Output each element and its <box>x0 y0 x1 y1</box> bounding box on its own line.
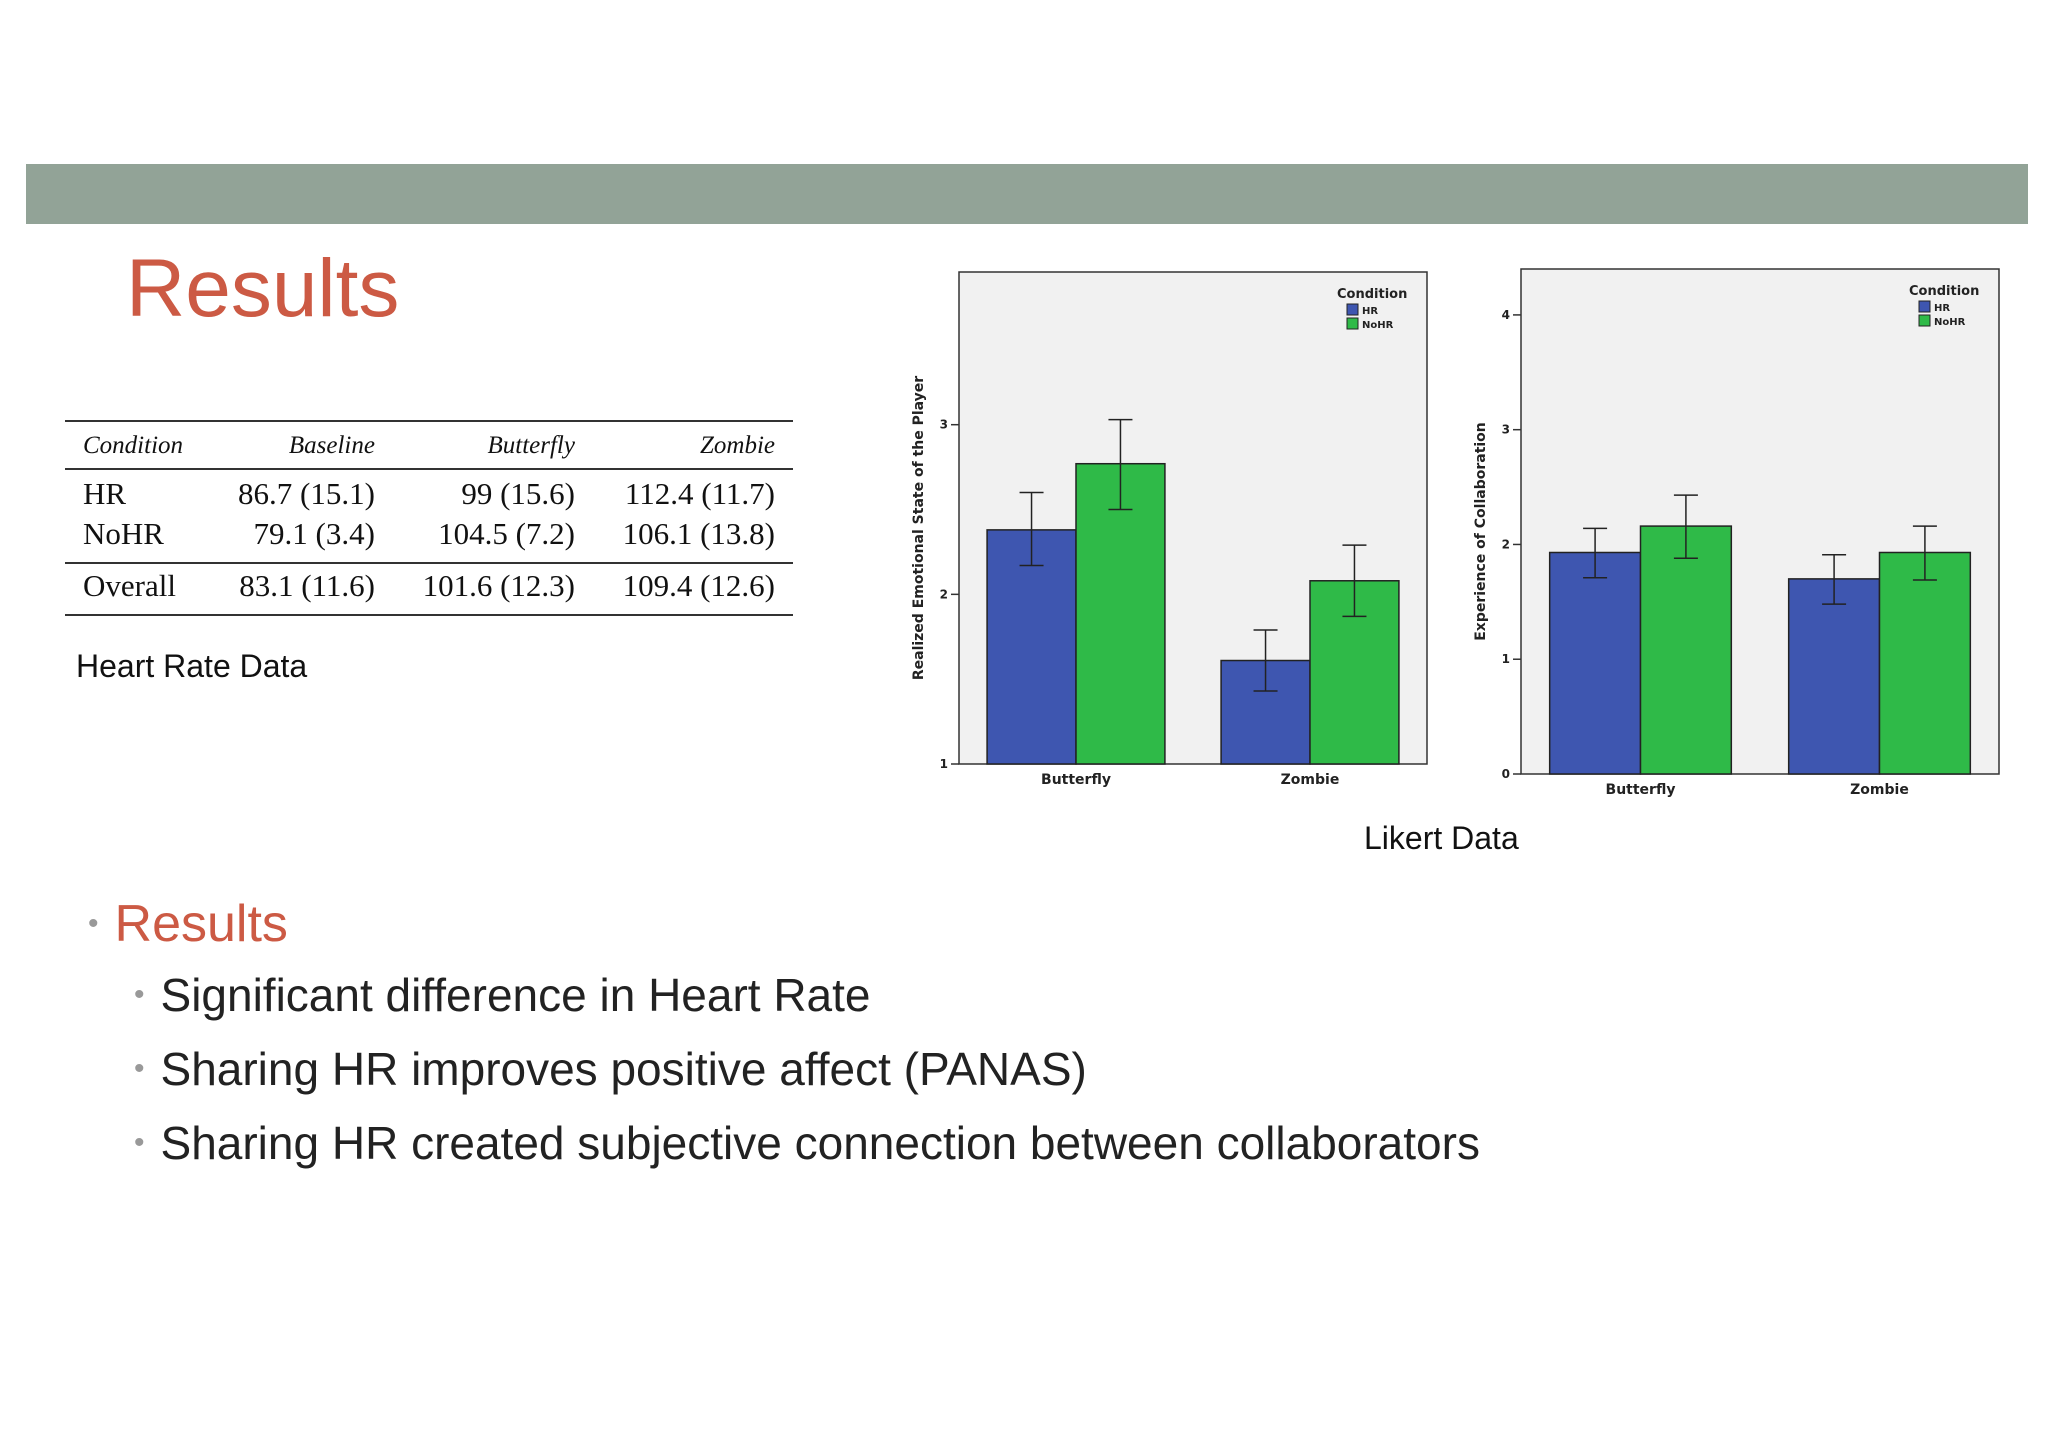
bullet-dot-icon: • <box>88 907 99 940</box>
y-tick-label: 3 <box>940 418 948 432</box>
bullet-dot-icon: • <box>134 1126 145 1159</box>
table-cell: 79.1 (3.4) <box>209 514 393 564</box>
legend-label: NoHR <box>1362 320 1394 331</box>
table-cell: 112.4 (11.7) <box>624 476 775 511</box>
table-cell: NoHR <box>65 514 210 564</box>
table-cell: 86.7 (15.1) <box>238 476 375 511</box>
table-header-cell: Zombie <box>592 420 793 470</box>
collaboration-chart: 0 1 2 3 4 Experience of Collaboration Butterfl… <box>1473 268 2000 798</box>
bar-hr <box>1548 551 1642 775</box>
legend-title: Condition <box>1337 287 1407 302</box>
emotional-state-chart: 1 2 3 Realized Emotional State of the Playe… <box>911 271 1428 788</box>
table-row: NoHR 79.1 (3.4) 104.5 (7.2) 106.1 (13.8) <box>65 514 793 564</box>
heart-rate-table: Condition Baseline Butterfly Zombie HR 8… <box>65 420 793 616</box>
table-header-cell: Butterfly <box>392 420 593 470</box>
bullet-item: • Significant difference in Heart Rate <box>134 968 1480 1022</box>
table-cell: HR <box>83 476 127 511</box>
table-cell: 104.5 (7.2) <box>392 514 593 564</box>
bullet-heading: • Results <box>88 894 1480 954</box>
bullet-list: • Results • Significant difference in He… <box>88 894 1480 1190</box>
x-tick-label: Zombie <box>1850 782 1909 798</box>
bar-nohr <box>1639 525 1733 775</box>
heart-rate-caption: Heart Rate Data <box>76 648 308 684</box>
table-cell: 83.1 (11.6) <box>209 563 393 616</box>
table-cell: 99 (15.6) <box>461 476 575 511</box>
bullet-text: Significant difference in Heart Rate <box>160 969 871 1021</box>
slide-title: Results <box>126 243 400 334</box>
y-tick-label: 4 <box>1502 308 1510 322</box>
y-axis-label: Realized Emotional State of the Player <box>911 376 927 680</box>
likert-caption: Likert Data <box>1364 820 1519 856</box>
legend-swatch <box>1918 300 1931 313</box>
table-header-cell: Baseline <box>209 420 393 470</box>
table-cell: 101.6 (12.3) <box>392 563 593 616</box>
table-cell: 109.4 (12.6) <box>592 563 793 616</box>
y-tick-label: 1 <box>1502 652 1510 666</box>
bullet-item: • Sharing HR improves positive affect (P… <box>134 1042 1480 1096</box>
bullet-text: Sharing HR improves positive affect (PAN… <box>160 1043 1087 1095</box>
bar-nohr <box>1075 462 1166 765</box>
bullet-item: • Sharing HR created subjective connecti… <box>134 1116 1480 1170</box>
table-cell: 106.1 (13.8) <box>592 514 793 564</box>
y-tick-label: 2 <box>940 587 948 601</box>
table-row-overall: Overall 83.1 (11.6) 101.6 (12.3) 109.4 (… <box>65 563 793 616</box>
y-tick-label: 3 <box>1502 423 1510 437</box>
table-row: HR 86.7 (15.1) 99 (15.6) 112.4 (11.7) <box>65 469 793 514</box>
legend-swatch <box>1918 314 1931 327</box>
y-tick-label: 1 <box>940 757 948 771</box>
y-tick-label: 2 <box>1502 537 1510 551</box>
y-axis-label: Experience of Collaboration <box>1473 422 1489 641</box>
bullet-dot-icon: • <box>134 1052 145 1085</box>
y-tick-label: 0 <box>1502 767 1510 781</box>
table-header-row: Condition Baseline Butterfly Zombie <box>65 420 793 470</box>
bar-hr <box>1787 578 1881 775</box>
bullet-heading-text: Results <box>114 895 288 953</box>
bar-nohr <box>1878 551 1972 775</box>
legend-title: Condition <box>1909 284 1979 299</box>
x-tick-label: Zombie <box>1281 772 1340 788</box>
header-band <box>26 164 2028 224</box>
bullet-text: Sharing HR created subjective connection… <box>160 1117 1480 1169</box>
legend-swatch <box>1346 317 1359 330</box>
x-tick-label: Butterfly <box>1606 782 1676 798</box>
legend-label: NoHR <box>1934 317 1966 328</box>
legend-label: HR <box>1362 306 1378 317</box>
legend-label: HR <box>1934 303 1950 314</box>
table-cell: Overall <box>65 563 210 616</box>
bullet-dot-icon: • <box>134 978 145 1011</box>
legend-swatch <box>1346 303 1359 316</box>
table-header-cell: Condition <box>65 420 210 470</box>
x-tick-label: Butterfly <box>1041 772 1111 788</box>
